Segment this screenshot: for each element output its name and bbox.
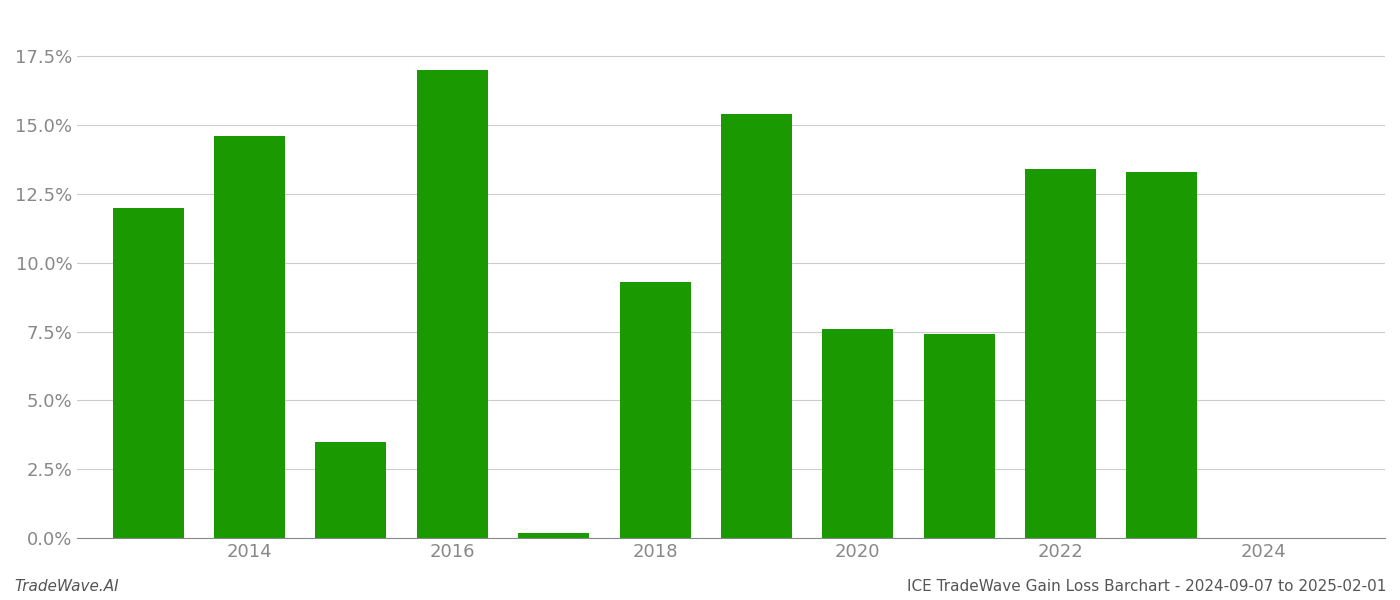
Bar bbox=[620, 282, 690, 538]
Bar bbox=[214, 136, 286, 538]
Bar bbox=[721, 114, 792, 538]
Bar bbox=[822, 329, 893, 538]
Bar bbox=[417, 70, 487, 538]
Text: ICE TradeWave Gain Loss Barchart - 2024-09-07 to 2025-02-01: ICE TradeWave Gain Loss Barchart - 2024-… bbox=[907, 579, 1386, 594]
Bar bbox=[112, 208, 183, 538]
Bar bbox=[924, 334, 994, 538]
Bar bbox=[315, 442, 386, 538]
Text: TradeWave.AI: TradeWave.AI bbox=[14, 579, 119, 594]
Bar bbox=[1127, 172, 1197, 538]
Bar bbox=[1025, 169, 1096, 538]
Bar bbox=[518, 533, 589, 538]
